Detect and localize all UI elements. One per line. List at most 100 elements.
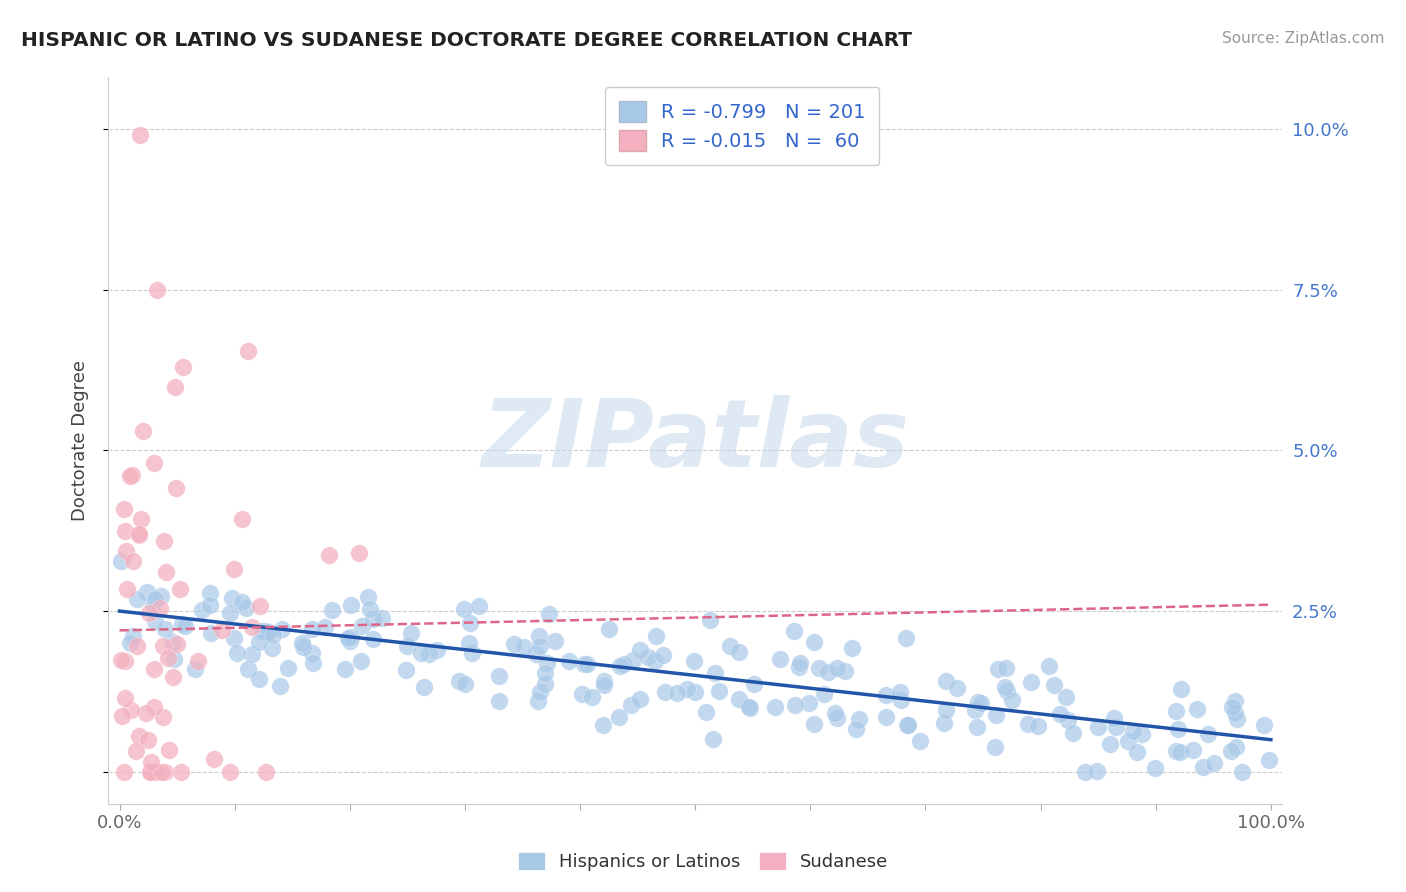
Point <box>875 689 897 703</box>
Point <box>321 603 343 617</box>
Point <box>619 698 641 712</box>
Point <box>191 603 214 617</box>
Point <box>458 616 481 631</box>
Point <box>396 639 419 653</box>
Point <box>534 677 557 691</box>
Point <box>676 682 699 697</box>
Point <box>162 635 184 649</box>
Point <box>219 606 242 620</box>
Point <box>114 544 136 558</box>
Point <box>1019 675 1042 690</box>
Point <box>966 720 988 734</box>
Point <box>1000 693 1022 707</box>
Point <box>349 546 371 560</box>
Point <box>524 647 547 661</box>
Point <box>139 764 162 779</box>
Point <box>202 752 225 766</box>
Point <box>946 681 969 695</box>
Point <box>200 598 222 612</box>
Point <box>1102 711 1125 725</box>
Point <box>1054 690 1077 704</box>
Point <box>813 687 835 701</box>
Point <box>1026 719 1049 733</box>
Point <box>125 744 148 758</box>
Point <box>111 709 134 723</box>
Point <box>222 632 245 646</box>
Point <box>488 694 510 708</box>
Point <box>143 662 166 676</box>
Point <box>995 683 1018 698</box>
Point <box>808 661 831 675</box>
Point <box>395 663 418 677</box>
Point <box>187 654 209 668</box>
Point <box>221 591 243 605</box>
Point <box>165 481 187 495</box>
Point <box>269 679 291 693</box>
Point <box>114 654 136 668</box>
Point <box>135 706 157 720</box>
Point <box>1043 678 1066 692</box>
Point <box>153 622 176 636</box>
Point <box>787 660 810 674</box>
Point <box>987 662 1010 676</box>
Point <box>169 582 191 596</box>
Point <box>652 648 675 662</box>
Point <box>1170 681 1192 696</box>
Point <box>785 698 807 713</box>
Point <box>152 639 174 653</box>
Point <box>240 647 263 661</box>
Point <box>537 607 560 621</box>
Point <box>1181 743 1204 757</box>
Point <box>136 585 159 599</box>
Point <box>256 764 278 779</box>
Point <box>875 710 897 724</box>
Point <box>153 764 176 779</box>
Point <box>744 677 766 691</box>
Point <box>897 718 920 732</box>
Point <box>162 670 184 684</box>
Point <box>339 631 361 645</box>
Point <box>488 668 510 682</box>
Point <box>1057 714 1080 728</box>
Point <box>361 612 384 626</box>
Point <box>896 717 918 731</box>
Point <box>803 635 825 649</box>
Point <box>1049 706 1071 721</box>
Point <box>727 691 749 706</box>
Point <box>592 717 614 731</box>
Point <box>534 665 557 680</box>
Point <box>1258 753 1281 767</box>
Point <box>121 554 143 568</box>
Point <box>254 624 277 639</box>
Point <box>1220 744 1243 758</box>
Point <box>262 640 284 655</box>
Point <box>454 676 477 690</box>
Point <box>449 673 471 688</box>
Point <box>120 703 142 717</box>
Point <box>984 708 1007 723</box>
Point <box>131 512 153 526</box>
Point <box>150 589 173 603</box>
Point <box>543 633 565 648</box>
Point <box>143 456 166 470</box>
Point <box>166 637 188 651</box>
Point <box>468 599 491 613</box>
Point <box>155 565 177 579</box>
Point <box>1074 764 1097 779</box>
Point <box>240 620 263 634</box>
Point <box>683 684 706 698</box>
Point <box>138 607 160 621</box>
Point <box>593 678 616 692</box>
Point <box>1222 700 1244 714</box>
Point <box>763 700 786 714</box>
Text: ZIPatlas: ZIPatlas <box>481 395 910 487</box>
Point <box>789 656 811 670</box>
Point <box>738 701 761 715</box>
Point <box>139 764 162 779</box>
Point <box>236 343 259 358</box>
Point <box>172 359 194 374</box>
Point <box>231 595 253 609</box>
Point <box>131 424 153 438</box>
Point <box>803 716 825 731</box>
Point <box>503 637 526 651</box>
